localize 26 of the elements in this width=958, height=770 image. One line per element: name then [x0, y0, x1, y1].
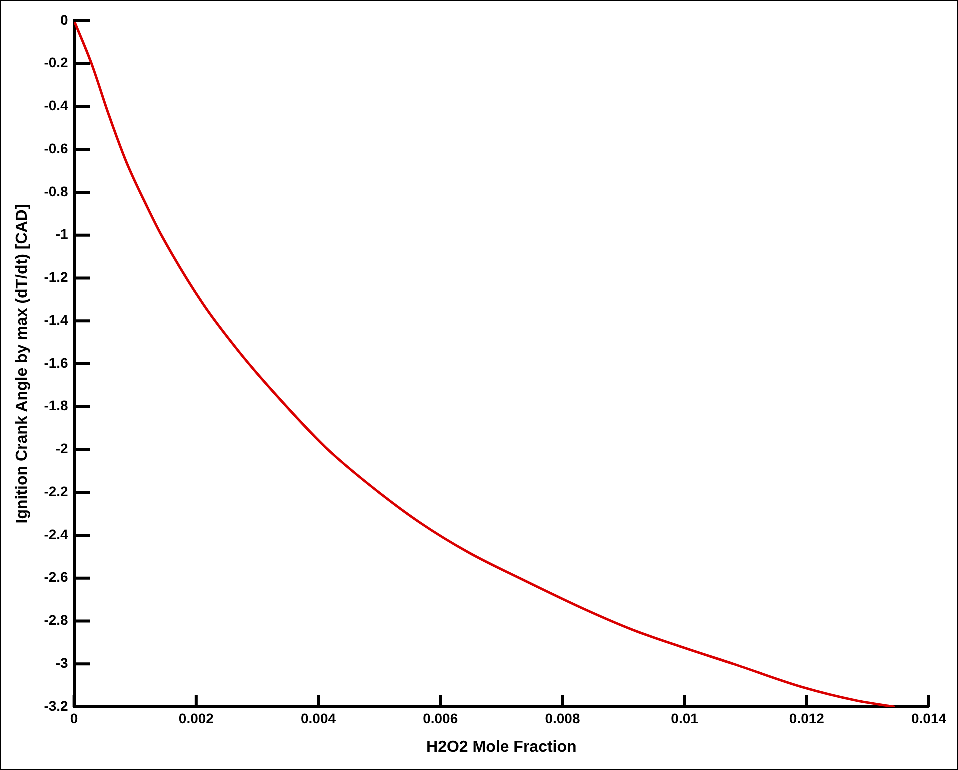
x-tick-label: 0.012 [789, 710, 825, 726]
y-tick-label: -2.4 [44, 526, 69, 542]
y-tick-label: -1.6 [44, 354, 69, 371]
y-tick-label: -0.4 [44, 98, 69, 114]
x-axis-title: H2O2 Mole Fraction [426, 738, 577, 756]
y-tick-label: -2.6 [44, 569, 69, 586]
y-tick-label: -2 [56, 440, 69, 457]
y-tick-label: -3 [56, 654, 69, 671]
x-tick-label: 0.008 [545, 710, 580, 726]
x-tick-label: 0.014 [911, 710, 947, 726]
y-tick-label: -1 [56, 226, 69, 242]
y-tick-label: -0.2 [44, 54, 69, 71]
y-tick-label: -0.8 [44, 183, 69, 200]
y-tick-label: -2.2 [44, 483, 69, 500]
x-tick-label: 0.004 [300, 710, 336, 726]
x-tick-label: 0.006 [423, 710, 458, 726]
y-tick-label: 0 [60, 12, 69, 28]
y-tick-label: -0.6 [44, 140, 69, 156]
y-tick-label: -1.4 [44, 312, 69, 328]
y-tick-label: -3.2 [44, 698, 69, 714]
y-axis-title: Ignition Crank Angle by max (dT/dt) [CAD] [14, 204, 32, 524]
y-tick-label: -1.8 [44, 398, 69, 414]
x-tick-label: 0.01 [671, 710, 699, 726]
y-tick-label: -1.2 [44, 269, 69, 286]
x-tick-label: 0.002 [178, 710, 214, 726]
y-tick-label: -2.8 [44, 612, 69, 628]
